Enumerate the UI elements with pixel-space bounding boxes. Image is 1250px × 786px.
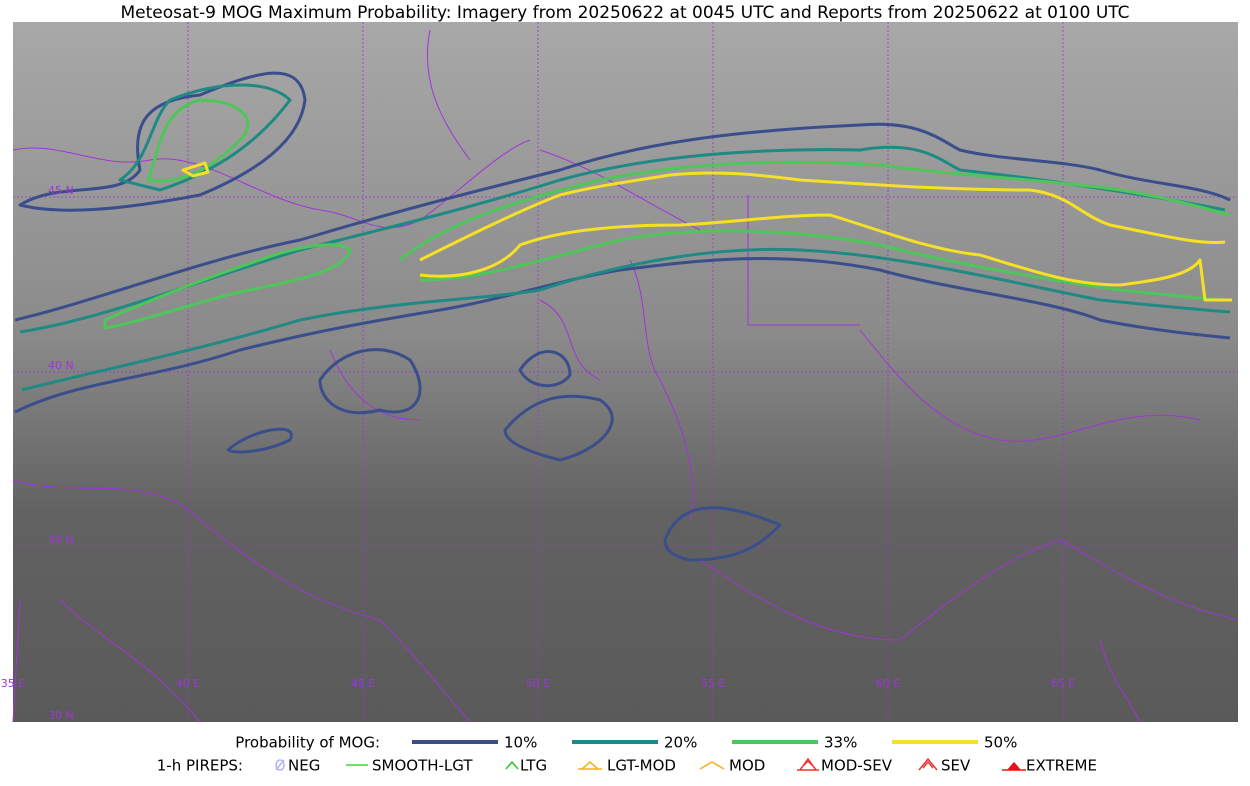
legend-symbol (918, 757, 938, 771)
lat-label: 35 N (48, 534, 74, 547)
map: 45 N 40 N 35 N 30 N 35 E 40 E 45 E 50 E 55 E 60 E… (1, 22, 1239, 723)
lon-label: 35 E (1, 677, 25, 690)
legend-label: EXTREME (1026, 757, 1097, 775)
legend-label: MOD-SEV (821, 757, 893, 775)
lon-label: 45 E (351, 677, 375, 690)
legend-symbol (699, 761, 725, 770)
lon-label: 55 E (701, 677, 725, 690)
contour-10 (226, 348, 782, 562)
legend-label: 20% (664, 734, 697, 752)
legend: Probability of MOG: 10% 20% 33% 50% 1-h PIREP… (157, 734, 1097, 775)
graticule (13, 22, 1238, 722)
contour-20 (19, 83, 1231, 392)
title: Meteosat-9 MOG Maximum Probability: Imag… (120, 3, 1129, 23)
lat-label: 40 N (48, 359, 74, 372)
contour-33 (103, 98, 1231, 330)
lon-label: 65 E (1051, 677, 1075, 690)
legend-label: 50% (984, 734, 1017, 752)
legend-label: SMOOTH-LGT (372, 757, 473, 775)
legend-label: SEV (941, 757, 971, 775)
legend-title: 1-h PIREPS: (157, 757, 243, 775)
legend-label: NEG (288, 757, 320, 775)
borders (12, 29, 1239, 723)
lat-label: 30 N (48, 709, 74, 722)
legend-label: 10% (504, 734, 537, 752)
lon-label: 50 E (526, 677, 550, 690)
legend-label: LTG (520, 757, 547, 775)
legend-symbol (505, 760, 519, 770)
legend-title: Probability of MOG: (235, 734, 380, 752)
contour-50 (181, 161, 1232, 302)
legend-symbol (275, 759, 285, 771)
coordinate-labels: 45 N 40 N 35 N 30 N 35 E 40 E 45 E 50 E 55 E 60 E… (1, 184, 1075, 722)
legend-label: LGT-MOD (607, 757, 676, 775)
contours (14, 71, 1232, 562)
lon-label: 60 E (876, 677, 900, 690)
contour-10 (18, 71, 307, 212)
lat-label: 45 N (48, 184, 74, 197)
legend-symbol (797, 757, 819, 771)
legend-label: MOD (729, 757, 765, 775)
legend-label: 33% (824, 734, 857, 752)
lon-label: 40 E (176, 677, 200, 690)
legend-symbol (578, 761, 602, 770)
legend-symbol (1002, 761, 1026, 771)
contour-10 (14, 122, 1231, 414)
